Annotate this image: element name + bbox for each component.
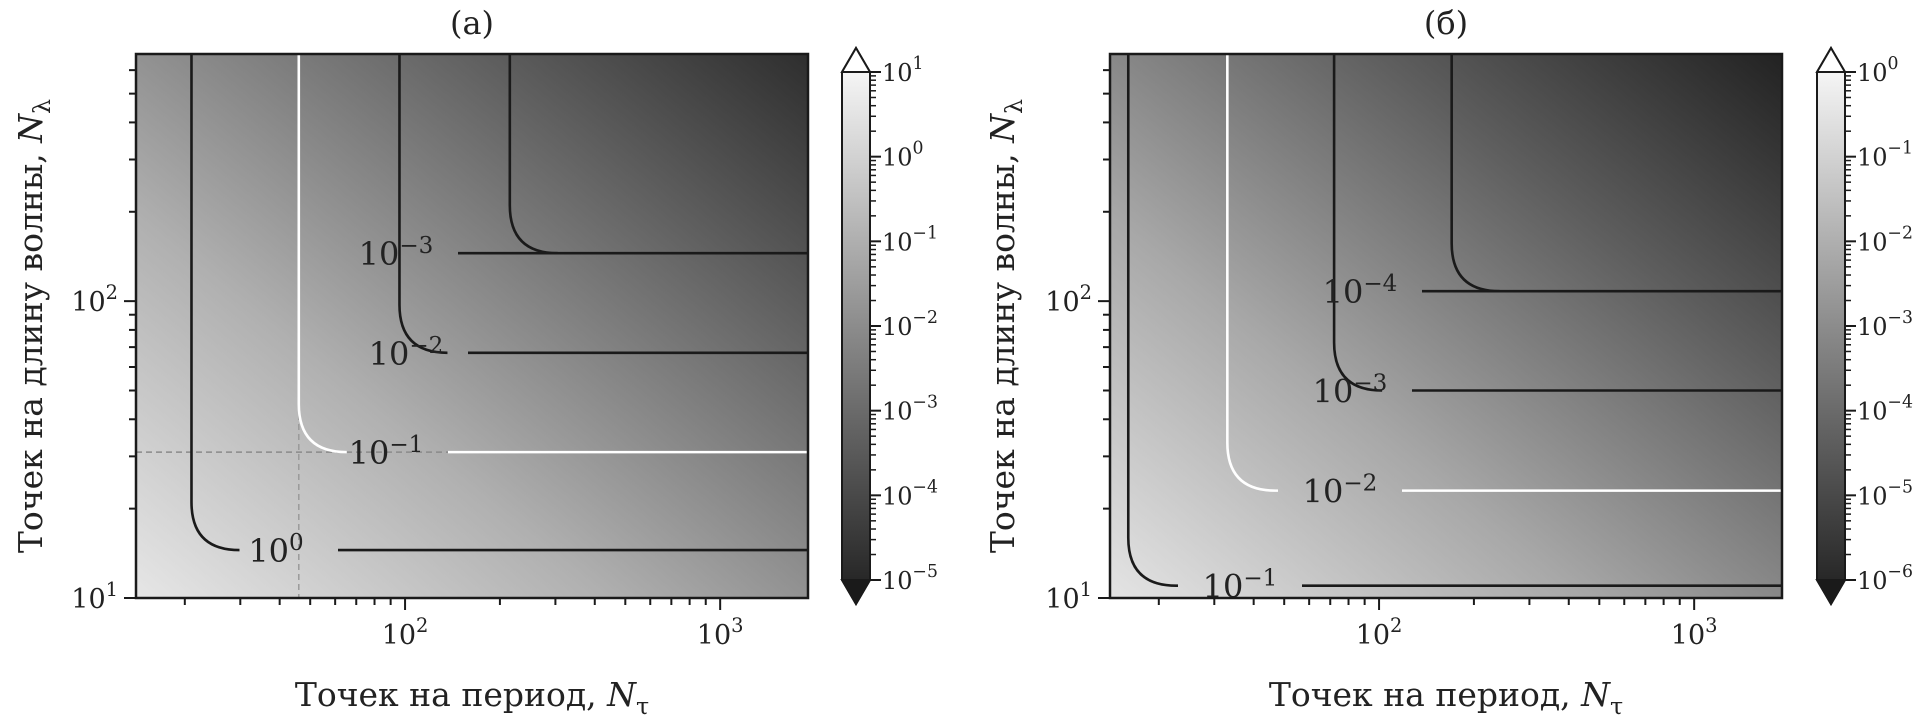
- y-tick-label-0: 101: [71, 578, 118, 615]
- x-axis-label: Точек на период, Nτ: [1269, 675, 1623, 720]
- colorbar-tick-label-4: 10−4: [1857, 393, 1913, 426]
- colorbar-tick-label-3: 10−2: [882, 308, 938, 341]
- colorbar-tick-label-3: 10−3: [1857, 308, 1913, 341]
- colorbar: 101 100 10−1 10−2 10−3 10−4 10−5: [840, 46, 938, 606]
- y-axis-label: Точек на длину волны, Nλ: [11, 99, 56, 553]
- contour-line-0: [190, 54, 240, 552]
- x-tick-label-1: 103: [1671, 614, 1718, 651]
- panel-title: (б): [1424, 4, 1468, 42]
- colorbar-extend-top: [840, 46, 872, 73]
- contour-label-1: 10−1: [349, 432, 424, 472]
- heatmap-field: [136, 54, 808, 598]
- y-tick-label-1: 102: [71, 281, 118, 318]
- colorbar-tick-label-1: 10−1: [1857, 139, 1913, 172]
- colorbar-tick-label-5: 10−5: [1857, 477, 1913, 510]
- plot-frame: [134, 52, 810, 600]
- contour-label-0: 100: [248, 530, 303, 570]
- panel-title: (а): [450, 4, 494, 42]
- contour-label-2: 10−2: [369, 333, 444, 373]
- colorbar-tick-label-0: 100: [1857, 54, 1899, 87]
- x-axis-label: Точек на период, Nτ: [295, 675, 649, 720]
- colorbar-body: [841, 46, 871, 606]
- panel-b: 10−1 10−2 10−3 10−4 102 103 101 102 (б) Точек на …: [983, 4, 1913, 720]
- x-tick-label-0: 102: [382, 614, 429, 651]
- contour-label-3: 10−3: [359, 233, 434, 273]
- colorbar-tick-label-5: 10−4: [882, 477, 938, 510]
- plot-frame: [1108, 52, 1784, 600]
- panel-a: 100 10−1 10−2 10−3 102 103 101 102 (а) Точек на п…: [11, 4, 938, 720]
- y-tick-label-0: 101: [1045, 578, 1092, 615]
- colorbar-extend-top: [1815, 46, 1847, 73]
- y-axis-label: Точек на длину волны, Nλ: [983, 99, 1028, 553]
- colorbar-tick-label-6: 10−6: [1857, 562, 1913, 595]
- colorbar-extend-bottom: [840, 579, 872, 606]
- colorbar-extend-bottom: [1815, 579, 1847, 606]
- contour-line-1: [297, 54, 347, 454]
- plot-area: [1126, 54, 1782, 588]
- contour-line-0: [1126, 54, 1178, 588]
- contour-label-1: 10−2: [1303, 471, 1378, 511]
- colorbar-tick-label-6: 10−5: [882, 562, 938, 595]
- x-tick-label-0: 102: [1356, 614, 1403, 651]
- colorbar: 100 10−1 10−2 10−3 10−4 10−5 10−6: [1815, 46, 1913, 606]
- contour-line-2: [398, 54, 448, 355]
- colorbar-tick-label-0: 101: [882, 54, 924, 87]
- colorbar-body: [1816, 46, 1846, 606]
- plot-area: [136, 54, 808, 598]
- heatmap-field: [1110, 54, 1782, 598]
- contour-label-3: 10−4: [1323, 271, 1398, 311]
- y-tick-label-1: 102: [1045, 281, 1092, 318]
- x-tick-label-1: 103: [697, 614, 744, 651]
- contour-label-2: 10−3: [1313, 371, 1388, 411]
- colorbar-tick-label-1: 100: [882, 139, 924, 172]
- colorbar-tick-label-2: 10−1: [882, 223, 938, 256]
- contour-line-1: [1226, 54, 1278, 492]
- colorbar-tick-label-2: 10−2: [1857, 223, 1913, 256]
- colorbar-tick-label-4: 10−3: [882, 393, 938, 426]
- contour-line-2: [1332, 54, 1383, 392]
- contour-label-0: 10−1: [1203, 566, 1278, 606]
